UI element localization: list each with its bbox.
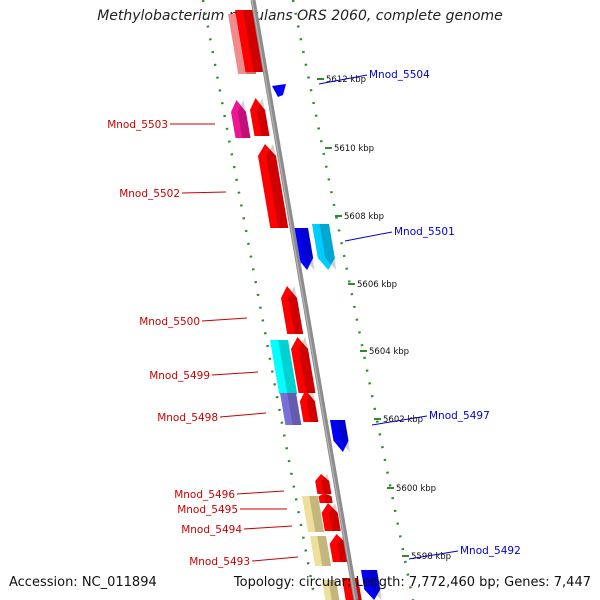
gene-label-text: Mnod_5501 xyxy=(394,226,455,238)
gene-arrow-15[interactable] xyxy=(321,503,341,531)
gene-arrow-small[interactable] xyxy=(272,84,286,97)
gene-arrow-2[interactable] xyxy=(231,100,251,138)
gene-arrow-11[interactable] xyxy=(299,390,319,422)
gene-arrow-16[interactable] xyxy=(302,496,325,532)
gene-label-text: Mnod_5500 xyxy=(139,316,200,328)
inner-dashed-ring xyxy=(201,0,317,600)
label-layer: Mnod_5503 Mnod_5502 Mnod_5500 Mnod_5499 Mnod… xyxy=(107,69,521,568)
gene-label-text: Mnod_5493 xyxy=(189,556,250,568)
tick-label: 5600 kbp xyxy=(396,484,436,494)
gene-arrow-5[interactable] xyxy=(292,228,315,270)
gene-arrow-3[interactable] xyxy=(250,98,270,136)
tick-7: 5598 kbp xyxy=(402,552,451,562)
gene-label-left-0[interactable]: Mnod_5503 xyxy=(107,119,215,131)
gene-label-right-3[interactable]: Mnod_5492 xyxy=(408,545,521,560)
gene-arrow-14[interactable] xyxy=(318,493,333,503)
tick-0: 5612 kbp xyxy=(317,75,366,85)
genome-summary-text: Topology: circular; Length: 7,772,460 bp… xyxy=(233,575,591,590)
gene-arrow-8[interactable] xyxy=(270,340,298,394)
tick-6: 5600 kbp xyxy=(387,484,436,494)
gene-arrow-10[interactable] xyxy=(280,393,302,425)
gene-arrow-12[interactable] xyxy=(330,420,350,452)
gene-label-text: Mnod_5502 xyxy=(119,188,180,200)
tick-label: 5612 kbp xyxy=(326,75,366,85)
tick-3: 5606 kbp xyxy=(348,280,397,290)
gene-label-text: Mnod_5499 xyxy=(149,370,210,382)
gene-label-left-1[interactable]: Mnod_5502 xyxy=(119,188,227,200)
feature-layer[interactable] xyxy=(228,10,382,600)
tick-label: 5608 kbp xyxy=(344,212,384,222)
gene-label-left-6[interactable]: Mnod_5495 xyxy=(177,504,287,516)
tick-2: 5608 kbp xyxy=(335,212,384,222)
gene-arrow-19[interactable] xyxy=(322,580,340,600)
gene-label-right-0[interactable]: Mnod_5504 xyxy=(318,69,430,85)
gene-label-text: Mnod_5494 xyxy=(181,524,242,536)
gene-label-text: Mnod_5503 xyxy=(107,119,168,131)
gene-label-text: Mnod_5492 xyxy=(460,545,521,557)
gene-arrow-17[interactable] xyxy=(310,536,332,566)
gene-label-left-2[interactable]: Mnod_5500 xyxy=(139,316,248,328)
backbone xyxy=(250,0,359,600)
gene-label-text: Mnod_5504 xyxy=(369,69,430,81)
gene-arrow-13[interactable] xyxy=(315,474,332,494)
gene-label-left-5[interactable]: Mnod_5496 xyxy=(174,489,285,501)
gene-arrow-6[interactable] xyxy=(312,224,336,270)
tick-label: 5610 kbp xyxy=(334,144,374,154)
gene-label-text: Mnod_5497 xyxy=(429,410,490,422)
gene-arrow-7[interactable] xyxy=(281,286,304,334)
gene-label-right-2[interactable]: Mnod_5497 xyxy=(371,410,490,426)
gene-label-text: Mnod_5496 xyxy=(174,489,235,501)
tick-1: 5610 kbp xyxy=(325,144,374,154)
tick-label: 5606 kbp xyxy=(357,280,397,290)
gene-arrow-1[interactable] xyxy=(235,10,264,72)
tick-label: 5598 kbp xyxy=(411,552,451,562)
gene-label-text: Mnod_5498 xyxy=(157,412,218,424)
tick-4: 5604 kbp xyxy=(360,347,409,357)
gene-arrow-9[interactable] xyxy=(291,337,316,393)
accession-text: Accession: NC_011894 xyxy=(9,575,157,590)
gene-label-left-3[interactable]: Mnod_5499 xyxy=(149,370,259,382)
gene-arrow-21[interactable] xyxy=(361,570,382,600)
gene-arrow-4[interactable] xyxy=(258,144,289,228)
tick-label: 5604 kbp xyxy=(369,347,409,357)
gene-label-right-1[interactable]: Mnod_5501 xyxy=(344,226,455,242)
gene-label-left-8[interactable]: Mnod_5493 xyxy=(189,556,299,568)
map-title: Methylobacterium nodulans ORS 2060, comp… xyxy=(97,8,503,24)
gene-label-left-4[interactable]: Mnod_5498 xyxy=(157,412,267,424)
gene-label-left-7[interactable]: Mnod_5494 xyxy=(181,524,293,536)
gene-label-text: Mnod_5495 xyxy=(177,504,238,516)
